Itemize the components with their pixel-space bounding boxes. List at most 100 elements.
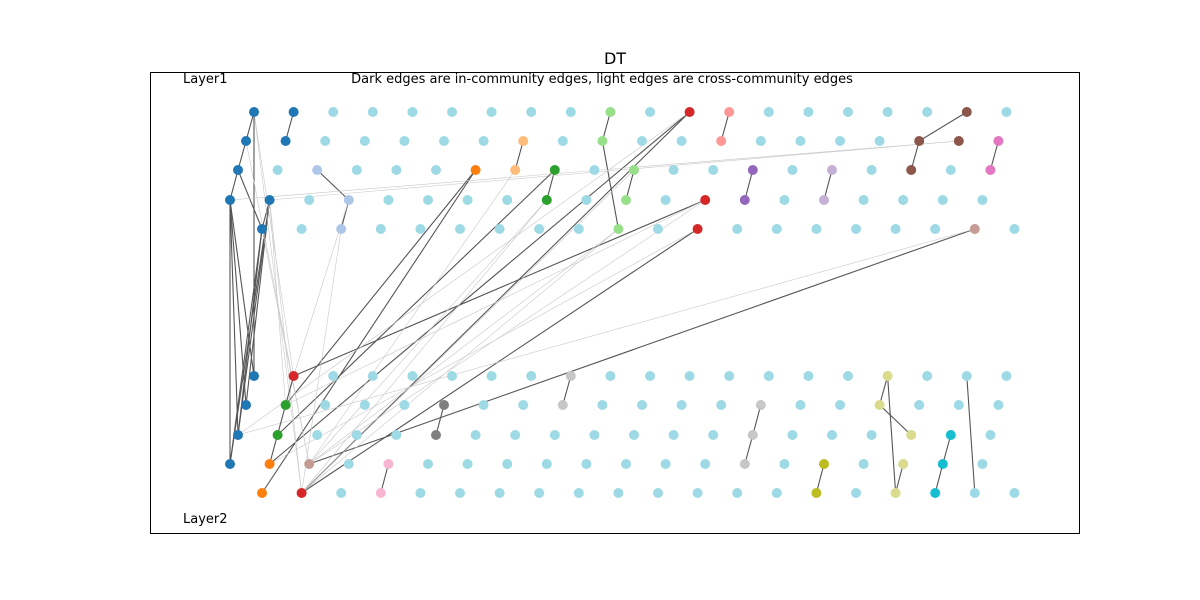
layer2-node bbox=[716, 400, 727, 410]
layer1-node bbox=[811, 224, 822, 234]
in-community-edge bbox=[237, 140, 247, 171]
layer2-node bbox=[486, 371, 497, 381]
layer2-node bbox=[264, 459, 275, 469]
layer1-node bbox=[549, 165, 560, 175]
layer1-node bbox=[478, 136, 489, 146]
layer2-node bbox=[977, 459, 988, 469]
layer2-node bbox=[645, 371, 655, 381]
layer1-node bbox=[486, 107, 497, 117]
layer1-node bbox=[573, 224, 584, 234]
layer1-node bbox=[343, 195, 354, 205]
layer1-node bbox=[502, 195, 513, 205]
layer2-node bbox=[249, 371, 259, 381]
layer2-node bbox=[835, 400, 845, 410]
layer2-node bbox=[969, 488, 980, 498]
layer1-node bbox=[241, 136, 251, 146]
layer1-node bbox=[494, 224, 505, 234]
layer1-node bbox=[1001, 107, 1012, 117]
layer2-node bbox=[787, 430, 798, 440]
layer1-node bbox=[637, 136, 647, 146]
in-community-edge bbox=[752, 404, 762, 436]
layer2-node bbox=[637, 400, 647, 410]
layer1-node bbox=[621, 195, 631, 205]
in-community-edge bbox=[285, 169, 477, 406]
layer2-node bbox=[629, 430, 639, 440]
layer1-node bbox=[739, 195, 750, 205]
layer2-node bbox=[605, 371, 616, 381]
layer1-node bbox=[359, 136, 370, 146]
layer2-node bbox=[391, 430, 402, 440]
layer2-node bbox=[415, 488, 426, 498]
layer1-node bbox=[961, 107, 972, 117]
layer1-node bbox=[835, 136, 845, 146]
layer1-node bbox=[803, 107, 814, 117]
layer1-node bbox=[660, 195, 671, 205]
layer1-node bbox=[288, 107, 299, 117]
layer1-node bbox=[977, 195, 988, 205]
layer2-node bbox=[676, 400, 687, 410]
in-community-edge bbox=[942, 434, 952, 465]
layer1-node bbox=[653, 224, 663, 234]
layer1-node bbox=[613, 224, 624, 234]
in-community-edge bbox=[918, 111, 968, 142]
in-community-edge bbox=[744, 434, 754, 465]
layer2-node bbox=[478, 400, 489, 410]
cross-community-edge bbox=[309, 228, 619, 465]
layer2-node bbox=[843, 371, 853, 381]
layer1-node bbox=[462, 195, 473, 205]
layer1-node bbox=[431, 165, 441, 175]
layer2-node bbox=[882, 371, 893, 381]
layer1-node bbox=[296, 224, 307, 234]
layer1-node bbox=[249, 107, 259, 117]
layer2-node bbox=[431, 430, 441, 440]
layer2-node bbox=[225, 459, 235, 469]
layer2-node bbox=[914, 400, 925, 410]
in-community-edge bbox=[316, 169, 350, 201]
layer2-node bbox=[945, 430, 956, 440]
layer2-node bbox=[447, 371, 457, 381]
layer1-node bbox=[233, 165, 243, 175]
layer1-node bbox=[858, 195, 869, 205]
in-community-edge bbox=[546, 169, 556, 201]
in-community-edge bbox=[562, 375, 572, 406]
layer2-node bbox=[653, 488, 663, 498]
layer2-node bbox=[241, 400, 251, 410]
layer1-node bbox=[771, 224, 782, 234]
layer1-node bbox=[391, 165, 402, 175]
layer2-node bbox=[272, 430, 283, 440]
layer1-node bbox=[716, 136, 727, 146]
layer2-node bbox=[541, 459, 552, 469]
in-community-edge bbox=[879, 375, 889, 406]
in-community-edge bbox=[744, 169, 754, 201]
layer2-node bbox=[359, 400, 370, 410]
layer1-node bbox=[827, 165, 837, 175]
layer2-node bbox=[343, 459, 354, 469]
layer2-node bbox=[763, 371, 774, 381]
layer1-node bbox=[455, 224, 465, 234]
layer1-node bbox=[795, 136, 806, 146]
layer1-node bbox=[969, 224, 980, 234]
layer2-node bbox=[351, 430, 362, 440]
layer2-node bbox=[755, 400, 766, 410]
cross-community-edge bbox=[237, 111, 690, 436]
layer1-node bbox=[747, 165, 758, 175]
layer1-node bbox=[708, 165, 719, 175]
layer2-node bbox=[518, 400, 529, 410]
layer1-node bbox=[526, 107, 537, 117]
in-community-edge bbox=[601, 140, 619, 230]
layer2-node bbox=[407, 371, 418, 381]
in-community-edge bbox=[245, 111, 255, 142]
in-community-edge bbox=[261, 169, 477, 494]
layer1-node bbox=[890, 224, 901, 234]
cross-community-edge bbox=[301, 228, 342, 494]
layer2-node bbox=[993, 400, 1004, 410]
in-community-edge bbox=[823, 169, 833, 201]
layer2-node bbox=[708, 430, 719, 440]
cross-community-edge bbox=[285, 199, 706, 406]
layer2-node bbox=[811, 488, 822, 498]
layer1-node bbox=[280, 136, 291, 146]
layer1-node bbox=[645, 107, 655, 117]
layer2-node bbox=[771, 488, 782, 498]
layer1-node bbox=[225, 195, 235, 205]
